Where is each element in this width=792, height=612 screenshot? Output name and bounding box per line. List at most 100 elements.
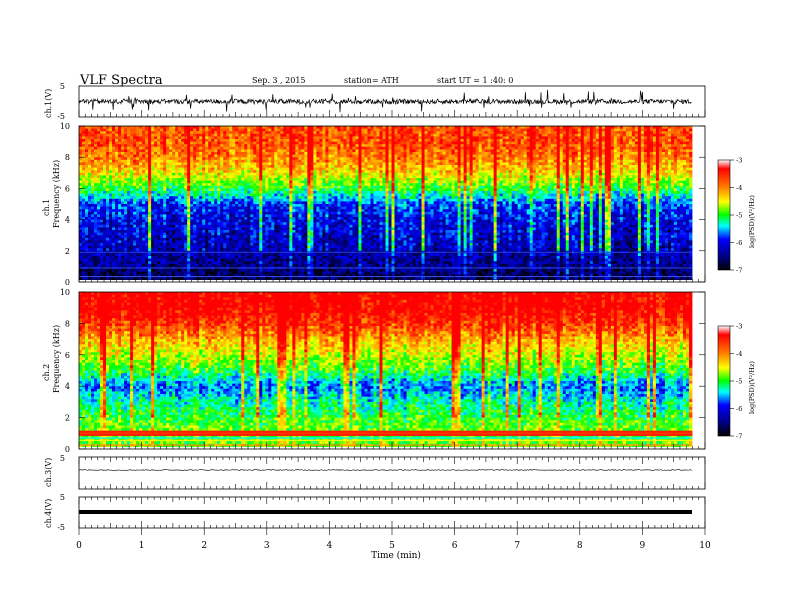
spectrogram-cell bbox=[154, 201, 158, 205]
spectrogram-cell bbox=[91, 219, 95, 223]
spectrogram-cell bbox=[316, 167, 320, 171]
spectrogram-cell bbox=[232, 271, 236, 275]
spectrogram-cell bbox=[316, 141, 320, 145]
spectrogram-cell bbox=[97, 131, 101, 135]
spectrogram-cell bbox=[154, 154, 158, 158]
spectrogram-cell bbox=[232, 279, 236, 280]
spectrogram-cell bbox=[154, 139, 158, 142]
spectrogram-cell bbox=[181, 178, 185, 181]
spectrogram-cell bbox=[319, 230, 323, 233]
spectrogram-cell bbox=[208, 235, 212, 239]
spectrogram-cell bbox=[238, 258, 242, 262]
spectrogram-cell bbox=[247, 243, 251, 246]
spectrogram-cell bbox=[253, 214, 257, 218]
spectrogram-cell bbox=[229, 274, 233, 278]
spectrogram-cell bbox=[211, 217, 215, 220]
spectrogram-cell bbox=[142, 193, 146, 197]
spectrogram-cell bbox=[178, 245, 182, 249]
spectrogram-cell bbox=[91, 248, 95, 252]
spectrogram-cell bbox=[157, 201, 161, 205]
spectrogram-cell bbox=[85, 214, 89, 218]
spectrogram-cell bbox=[277, 185, 281, 189]
spectrogram-cell bbox=[196, 256, 200, 259]
spectrogram-cell bbox=[124, 224, 128, 228]
spectrogram-cell bbox=[184, 198, 188, 202]
spectrogram-cell bbox=[148, 276, 152, 280]
spectrogram-cell bbox=[283, 185, 287, 189]
spectrogram-cell bbox=[208, 167, 212, 171]
spectrogram-cell bbox=[211, 183, 215, 187]
spectrogram-cell bbox=[316, 193, 320, 197]
spectrogram-cell bbox=[157, 175, 161, 179]
spectrogram-cell bbox=[313, 232, 317, 236]
spectrogram-cell bbox=[226, 217, 230, 220]
spectrogram-cell bbox=[181, 279, 185, 280]
spectrogram-cell bbox=[136, 196, 140, 200]
spectrogram-cell bbox=[319, 204, 323, 207]
spectrogram-cell bbox=[130, 157, 134, 161]
spectrogram-cell bbox=[286, 180, 290, 184]
spectrogram-cell bbox=[124, 217, 128, 220]
spectrogram-cell bbox=[241, 263, 245, 267]
spectrogram-cell bbox=[226, 253, 230, 257]
spectrogram-cell bbox=[100, 253, 104, 257]
spectrogram-cell bbox=[316, 133, 320, 137]
spectrogram-cell bbox=[154, 232, 158, 236]
spectrogram-cell bbox=[79, 157, 83, 161]
spectrogram-cell bbox=[238, 170, 242, 174]
spectrogram-cell bbox=[106, 128, 110, 132]
spectrogram-cell bbox=[253, 178, 257, 181]
spectrogram-cell bbox=[289, 146, 293, 150]
spectrogram-cell bbox=[142, 141, 146, 145]
spectrogram-cell bbox=[277, 180, 281, 184]
spectrogram-cell bbox=[133, 185, 137, 189]
spectrogram-cell bbox=[166, 214, 170, 218]
spectrogram-cell bbox=[154, 274, 158, 278]
spectrogram-cell bbox=[229, 172, 233, 176]
spectrogram-cell bbox=[217, 159, 221, 163]
spectrogram-cell bbox=[190, 214, 194, 218]
spectrogram-cell bbox=[85, 240, 89, 244]
spectrogram-cell bbox=[262, 183, 266, 187]
spectrogram-cell bbox=[256, 188, 260, 192]
spectrogram-cell bbox=[130, 198, 134, 202]
spectrogram-cell bbox=[160, 141, 164, 145]
spectrogram-cell bbox=[121, 217, 125, 220]
spectrogram-cell bbox=[106, 136, 110, 140]
spectrogram-cell bbox=[205, 201, 209, 205]
spectrogram-cell bbox=[310, 263, 314, 267]
spectrogram-cell bbox=[160, 178, 164, 181]
spectrogram-cell bbox=[136, 274, 140, 278]
spectrogram-cell bbox=[133, 157, 137, 161]
spectrogram-cell bbox=[196, 152, 200, 155]
spectrogram-cell bbox=[217, 144, 221, 148]
spectrogram-cell bbox=[190, 224, 194, 228]
spectrogram-cell bbox=[208, 258, 212, 262]
spectrogram-cell bbox=[217, 193, 221, 197]
spectrogram-cell bbox=[160, 211, 164, 215]
spectrogram-cell bbox=[196, 133, 200, 137]
spectrogram-cell bbox=[277, 149, 281, 153]
spectrogram-cell bbox=[127, 240, 131, 244]
spectrogram-cell bbox=[238, 180, 242, 184]
spectrogram-cell bbox=[262, 274, 266, 278]
spectrogram-cell bbox=[130, 128, 134, 132]
spectrogram-cell bbox=[139, 256, 143, 259]
spectrogram-cell bbox=[310, 214, 314, 218]
spectrogram-cell bbox=[277, 237, 281, 241]
spectrogram-cell bbox=[274, 263, 278, 267]
spectrogram-cell bbox=[229, 144, 233, 148]
spectrogram-cell bbox=[157, 154, 161, 158]
spectrogram-cell bbox=[169, 206, 173, 210]
spectrogram-cell bbox=[271, 227, 275, 231]
spectrogram-cell bbox=[130, 131, 134, 135]
spectrogram-cell bbox=[298, 230, 302, 233]
spectrogram-cell bbox=[232, 191, 236, 194]
spectrogram-cell bbox=[292, 261, 296, 265]
spectrogram-cell bbox=[115, 276, 119, 280]
spectrogram-cell bbox=[217, 139, 221, 142]
spectrogram-cell bbox=[229, 191, 233, 194]
spectrogram-cell bbox=[214, 178, 218, 181]
spectrogram-cell bbox=[112, 193, 116, 197]
spectrogram-cell bbox=[301, 185, 305, 189]
